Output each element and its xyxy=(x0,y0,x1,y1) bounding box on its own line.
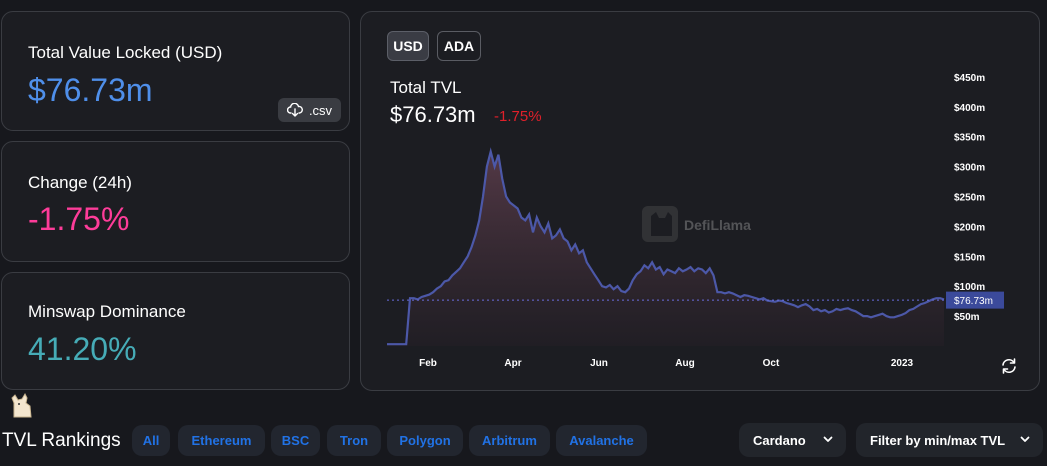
chain-select[interactable]: Cardano xyxy=(739,423,846,457)
filter-arbitrum[interactable]: Arbitrum xyxy=(469,425,550,456)
defillama-watermark: DefiLlama xyxy=(642,206,751,242)
rankings-title: TVL Rankings xyxy=(2,430,121,451)
change-card: Change (24h) -1.75% xyxy=(1,141,350,262)
dominance-value: 41.20% xyxy=(28,331,137,367)
x-tick-label: Feb xyxy=(419,358,437,369)
chart-title: Total TVL xyxy=(390,78,462,97)
change-value: -1.75% xyxy=(28,201,130,237)
refresh-icon[interactable] xyxy=(1000,357,1018,375)
chart-change: -1.75% xyxy=(494,108,542,125)
y-tick-label: $350m xyxy=(954,133,985,144)
y-tick-label: $450m xyxy=(954,73,985,84)
filter-avalanche[interactable]: Avalanche xyxy=(556,425,647,456)
tvl-filter-label: Filter by min/max TVL xyxy=(870,432,1006,448)
download-csv-button[interactable]: .csv xyxy=(278,98,341,122)
usd-toggle[interactable]: USD xyxy=(387,31,429,61)
csv-label: .csv xyxy=(308,102,333,118)
filter-ethereum[interactable]: Ethereum xyxy=(178,425,265,456)
x-tick-label: Apr xyxy=(504,358,521,369)
cloud-download-icon xyxy=(286,103,303,117)
watermark-text: DefiLlama xyxy=(684,217,751,233)
dominance-label: Minswap Dominance xyxy=(28,302,186,321)
current-value-badge: $76.73m xyxy=(946,291,1004,309)
tvl-filter-select[interactable]: Filter by min/max TVL xyxy=(856,423,1043,457)
chevron-down-icon xyxy=(1020,436,1030,442)
filter-bsc[interactable]: BSC xyxy=(271,425,320,456)
current-value-label: $76.73m xyxy=(954,296,993,307)
y-tick-label: $50m xyxy=(954,312,980,323)
tvl-card: Total Value Locked (USD) $76.73m .csv xyxy=(1,11,350,131)
tvl-line xyxy=(387,147,945,346)
x-tick-label: Aug xyxy=(675,358,694,369)
y-tick-label: $150m xyxy=(954,252,985,263)
x-tick-label: Jun xyxy=(590,358,608,369)
y-tick-label: $300m xyxy=(954,163,985,174)
y-tick-label: $200m xyxy=(954,222,985,233)
tvl-value: $76.73m xyxy=(28,72,153,108)
y-tick-label: $400m xyxy=(954,103,985,114)
chevron-down-icon xyxy=(823,436,833,442)
filter-all[interactable]: All xyxy=(132,425,170,456)
x-tick-label: 2023 xyxy=(891,358,914,369)
change-label: Change (24h) xyxy=(28,173,132,192)
tvl-label: Total Value Locked (USD) xyxy=(28,43,223,62)
y-tick-label: $100m xyxy=(954,282,985,293)
chart-value: $76.73m xyxy=(390,102,476,127)
dominance-card: Minswap Dominance 41.20% xyxy=(1,272,350,390)
tvl-area xyxy=(387,151,944,346)
chart-panel: USD ADA Total TVL $76.73m -1.75% DefiLla… xyxy=(360,11,1040,391)
llama-logo xyxy=(11,392,32,418)
x-tick-label: Oct xyxy=(763,358,780,369)
filter-tron[interactable]: Tron xyxy=(327,425,381,456)
tvl-chart: DefiLlama $50m $100m $150m $200m $250m $300m $… xyxy=(387,73,1004,369)
chain-select-label: Cardano xyxy=(753,432,806,448)
filter-polygon[interactable]: Polygon xyxy=(387,425,463,456)
y-tick-label: $250m xyxy=(954,193,985,204)
ada-toggle[interactable]: ADA xyxy=(437,31,481,61)
